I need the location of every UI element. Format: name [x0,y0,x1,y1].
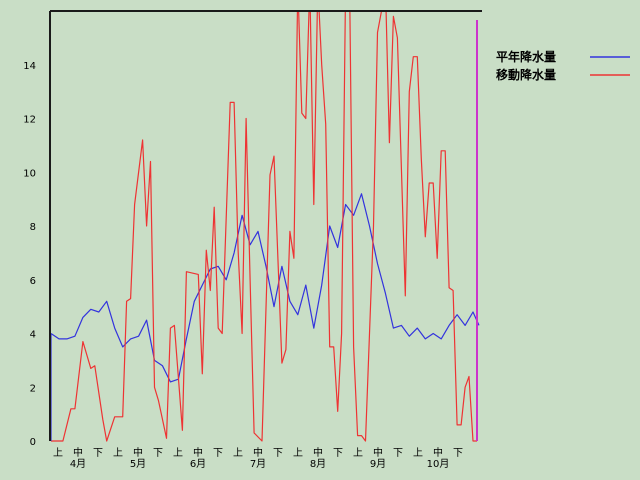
y-tick-label: 2 [30,383,36,394]
x-month-label: 5月 [130,458,146,470]
x-period-label: 中 [313,446,323,459]
plot-area [49,10,482,442]
x-period-label: 下 [333,448,343,459]
x-period-label: 下 [93,448,103,459]
x-period-label: 上 [353,447,363,459]
x-period-label: 中 [253,446,263,459]
x-period-label: 下 [153,448,163,459]
y-axis: 0 2 4 6 8 10 12 14 [23,61,36,448]
legend: 平年降水量 移動降水量 [496,49,630,82]
x-period-label: 上 [413,447,423,459]
x-period-label: 下 [273,448,283,459]
x-period-label: 上 [53,447,63,459]
y-tick-label: 10 [23,168,36,179]
y-tick-label: 14 [23,61,36,72]
legend-label-ido: 移動降水量 [496,67,556,82]
y-tick-label: 12 [23,115,36,126]
x-period-label: 上 [293,447,303,459]
x-month-label: 7月 [250,458,266,470]
x-period-label: 下 [453,448,463,459]
x-month-label: 10月 [427,458,450,470]
x-period-label: 中 [373,446,383,459]
x-period-label: 中 [73,446,83,459]
x-month-label: 9月 [370,458,386,470]
x-period-label: 中 [133,446,143,459]
x-period-label: 上 [113,447,123,459]
series-line-ido [51,11,477,442]
y-tick-label: 0 [30,437,36,448]
x-month-label: 4月 [70,458,86,470]
x-period-label: 下 [213,448,223,459]
legend-label-heinen: 平年降水量 [496,49,556,64]
x-period-label: 中 [433,446,443,459]
y-tick-label: 8 [30,222,36,233]
y-tick-label: 4 [30,330,36,341]
y-tick-label: 6 [30,276,36,287]
x-axis: 上中下上中下上中下上中下上中下上中下上中下4月 5月 6月 7月 8月 9月 10月 [53,446,463,470]
x-period-label: 下 [393,448,403,459]
x-month-label: 8月 [310,458,326,470]
x-period-label: 中 [193,446,203,459]
x-month-label: 6月 [190,458,206,470]
x-period-label: 上 [173,447,183,459]
x-period-label: 上 [233,447,243,459]
series-line-heinen [50,193,480,383]
